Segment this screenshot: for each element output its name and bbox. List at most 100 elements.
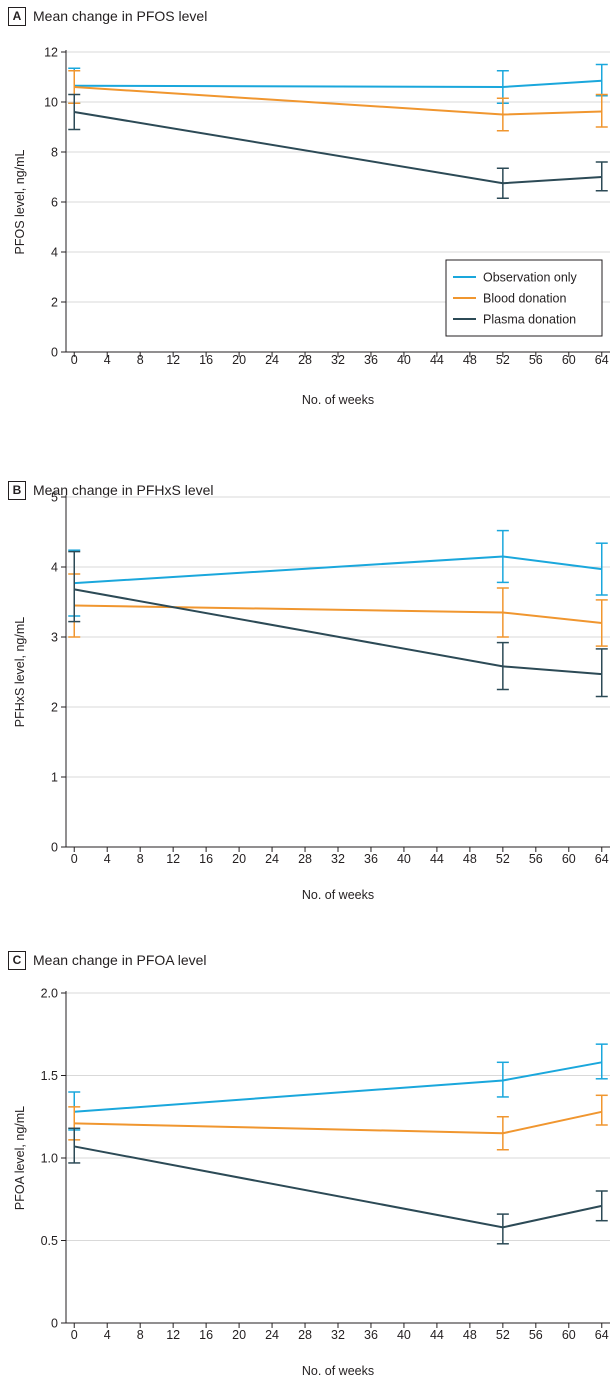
panel-a-x-tick-label: 0 [71,353,78,367]
panel-c-y-tick-label: 2.0 [41,987,58,1001]
panel-b-x-tick-label: 32 [331,852,345,866]
panel-a-y-tick-label: 6 [51,196,58,210]
panel-b-x-tick-label: 0 [71,852,78,866]
panel-c-x-tick-label: 24 [265,1328,279,1342]
panel-c-x-tick-label: 28 [298,1328,312,1342]
panel-b-x-tick-label: 64 [595,852,609,866]
panel-b-x-tick-label: 56 [529,852,543,866]
panel-c-x-tick-label: 20 [232,1328,246,1342]
panel-c-blood-donation-line [74,1110,602,1135]
panel-c-x-tick-label: 0 [71,1328,78,1342]
panel-a-x-tick-label: 60 [562,353,576,367]
panel-c-x-tick-label: 64 [595,1328,609,1342]
panel-a-x-tick-label: 32 [331,353,345,367]
panel-c-observation-only-series [68,1043,608,1131]
panel-b-x-tick-label: 28 [298,852,312,866]
panel-c-y-axis-title: PFOA level, ng/mL [13,1106,27,1210]
panel-c: C Mean change in PFOA level 0 0.5 1.0 1.5 2.… [0,950,610,1379]
panel-a-plasma-donation-series [68,93,608,199]
panel-a-y-tick-label: 4 [51,246,58,260]
panel-c-x-tick-label: 4 [104,1328,111,1342]
panel-a-x-axis-title: No. of weeks [302,393,374,407]
panel-c-title: Mean change in PFOA level [33,952,207,968]
panel-a-x-tick-label: 48 [463,353,477,367]
panel-c-plasma-donation-line [74,1145,602,1229]
panel-c-x-tick-label: 12 [166,1328,180,1342]
panel-a-legend-label: Plasma donation [483,313,576,327]
panel-b-x-tick-label: 48 [463,852,477,866]
panel-b-x-tick-label: 60 [562,852,576,866]
panel-b-blood-donation-line [74,604,602,624]
panel-c-x-tick-label: 60 [562,1328,576,1342]
panel-a-x-tick-label: 36 [364,353,378,367]
panel-b-y-tick-label: 5 [51,491,58,505]
panel-a-legend: Observation only Blood donation Plasma don… [445,259,603,337]
panel-a-x-tick-label: 20 [232,353,246,367]
panel-a-x-tick-label: 24 [265,353,279,367]
panel-a-y-tick-label: 0 [51,346,58,360]
panel-b-header: B Mean change in PFHxS level [8,480,214,500]
panel-b-x-tick-label: 40 [397,852,411,866]
panel-b-x-tick-label: 8 [137,852,144,866]
panel-a-observation-only-line [74,79,602,89]
panel-b: B Mean change in PFHxS level 0 1 2 3 4 5 0 4 8 12… [0,480,610,920]
panel-c-x-tick-label: 36 [364,1328,378,1342]
panel-b-x-tick-label: 4 [104,852,111,866]
panel-a-x-tick-label: 28 [298,353,312,367]
panel-b-x-tick-label: 52 [496,852,510,866]
panel-b-y-tick-label: 1 [51,771,58,785]
panel-a-x-tick-label: 52 [496,353,510,367]
panel-c-x-tick-label: 40 [397,1328,411,1342]
panel-a-x-tick-label: 64 [595,353,609,367]
panel-a: A Mean change in PFOS level 0 2 4 6 8 10 12 0 4 8… [0,6,610,446]
panel-a-x-tick-label: 16 [199,353,213,367]
panel-c-y-tick-label: 0 [51,1317,58,1331]
panel-a-y-axis-title: PFOS level, ng/mL [13,150,27,255]
panel-a-letter: A [8,6,26,26]
panel-b-blood-donation-series [68,573,608,647]
panel-b-plasma-donation-series [68,550,608,698]
panel-a-title: Mean change in PFOS level [33,8,208,24]
panel-c-observation-only-line [74,1061,602,1113]
panel-c-y-tick-label: 1.0 [41,1152,58,1166]
panel-c-plasma-donation-series [68,1127,608,1245]
panel-c-header: C Mean change in PFOA level [8,950,207,970]
panel-b-y-tick-label: 4 [51,561,58,575]
panel-a-blood-donation-line [74,86,602,116]
panel-b-x-tick-label: 20 [232,852,246,866]
panel-b-x-tick-label: 16 [199,852,213,866]
panel-a-observation-only-series [68,63,608,104]
panel-c-x-tick-label: 8 [137,1328,144,1342]
panel-c-x-tick-label: 32 [331,1328,345,1342]
panel-c-x-tick-label: 48 [463,1328,477,1342]
panel-c-x-axis-title: No. of weeks [302,1364,374,1378]
panel-a-y-tick-label: 10 [44,96,58,110]
panel-c-blood-donation-series [68,1094,608,1151]
panel-b-y-tick-label: 2 [51,701,58,715]
panel-c-y-tick-label: 1.5 [41,1069,58,1083]
panel-c-x-tick-label: 16 [199,1328,213,1342]
panel-a-x-tick-label: 56 [529,353,543,367]
panel-a-header: A Mean change in PFOS level [8,6,207,26]
panel-a-y-tick-label: 8 [51,146,58,160]
panel-b-title: Mean change in PFHxS level [33,482,214,498]
panel-a-y-tick-label: 2 [51,296,58,310]
panel-c-letter: C [8,950,26,970]
panel-a-x-tick-label: 8 [137,353,144,367]
panel-a-legend-label: Observation only [483,271,578,285]
panel-c-x-tick-label: 52 [496,1328,510,1342]
panel-b-observation-only-line [74,555,602,585]
panel-a-blood-donation-series [68,70,608,132]
panel-c-chart: 00.51.01.52.00 4 8 12 16 20 24 28 32 36 40 44 48 52 56… [13,987,610,1378]
panel-b-plasma-donation-line [74,588,602,676]
panel-b-x-tick-label: 44 [430,852,444,866]
panel-a-x-tick-label: 4 [104,353,111,367]
panel-a-x-tick-label: 44 [430,353,444,367]
panel-c-y-tick-label: 0.5 [41,1234,58,1248]
panel-a-y-tick-label: 12 [44,46,58,60]
panel-a-x-tick-label: 12 [166,353,180,367]
panel-b-y-tick-label: 0 [51,841,58,855]
panel-a-plasma-donation-line [74,111,602,185]
